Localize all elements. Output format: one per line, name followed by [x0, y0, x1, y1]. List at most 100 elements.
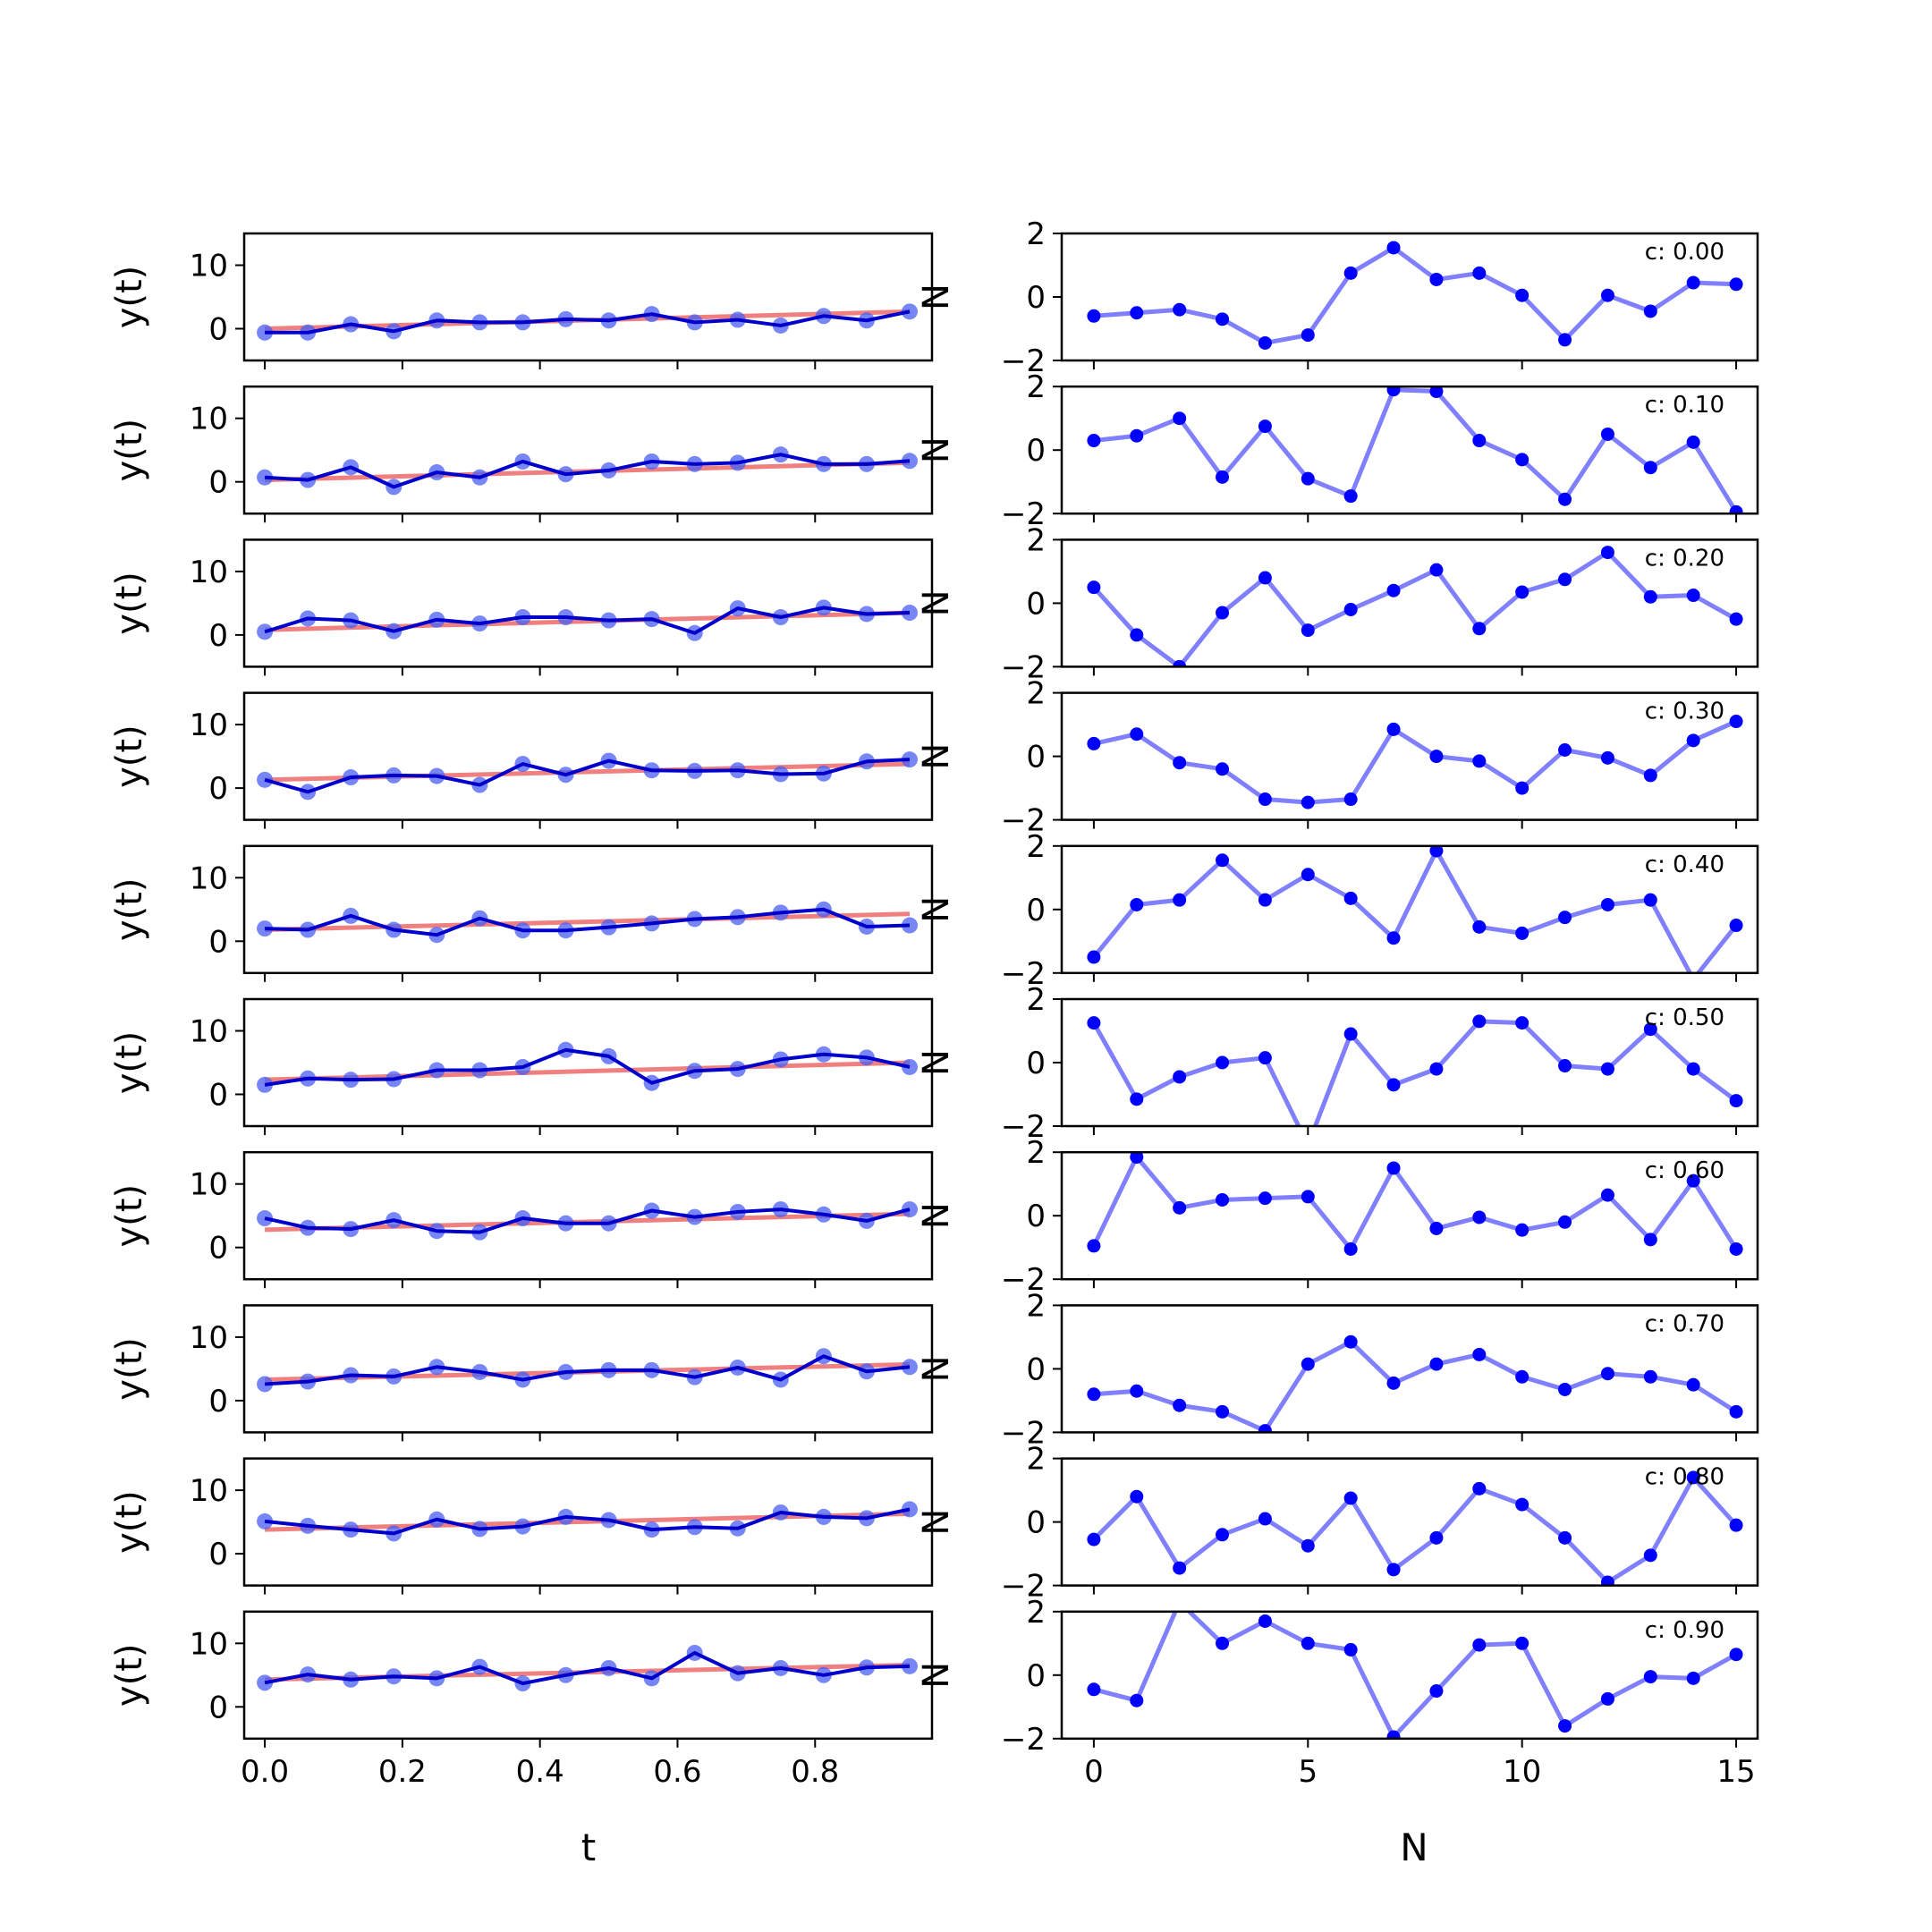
- residual-point: [1472, 1638, 1487, 1652]
- residual-point: [1386, 386, 1401, 397]
- residual-point: [1643, 589, 1657, 604]
- y-axis-label: y(t): [109, 1644, 150, 1707]
- residual-point: [1472, 919, 1487, 934]
- residual-point: [1258, 1512, 1272, 1526]
- residual-point: [1343, 603, 1358, 616]
- residual-point: [1515, 1223, 1530, 1237]
- residual-line: [1091, 848, 1739, 973]
- residual-point: [1343, 266, 1358, 280]
- right-subplot-9: 0 5 10 15 −2 0 2 c: 0.90 N: [916, 1595, 1759, 1790]
- y-tick-label: −2: [1001, 803, 1046, 839]
- y-tick-label: 0: [1026, 1199, 1046, 1234]
- y-tick-label: 2: [1026, 1135, 1046, 1171]
- y-tick-label: −2: [1001, 1415, 1046, 1451]
- x-tick-label: 10: [1503, 1754, 1541, 1790]
- residual-point: [1343, 1642, 1358, 1657]
- residual-point: [1686, 1377, 1700, 1392]
- residual-point: [1729, 1648, 1743, 1662]
- y-tick-label: 2: [1026, 829, 1046, 865]
- residual-point: [1173, 659, 1187, 667]
- residual-point: [1643, 1369, 1657, 1384]
- residual-point: [1173, 1398, 1187, 1412]
- y-axis-label: y(t): [109, 1184, 150, 1248]
- residual-point: [1515, 288, 1530, 302]
- left-axes-frame: [242, 1150, 934, 1281]
- y-axis-label: y(t): [109, 1490, 150, 1554]
- residual-point: [1472, 266, 1487, 280]
- y-tick-label: −2: [1001, 1262, 1046, 1298]
- residual-point: [1386, 1563, 1401, 1577]
- residual-point: [1130, 897, 1144, 911]
- y-axis-label: N: [916, 284, 957, 310]
- residual-point: [1087, 1387, 1101, 1402]
- residual-point: [1643, 1022, 1657, 1037]
- residual-point: [1301, 1357, 1315, 1371]
- right-axes-frame: [1060, 1304, 1759, 1434]
- residual-point: [1386, 722, 1401, 736]
- c-value-label: c: 0.60: [1645, 1157, 1724, 1184]
- y-tick-label: 0: [1026, 740, 1046, 775]
- y-tick-label: 0: [1026, 1046, 1046, 1081]
- data-line: [264, 606, 911, 635]
- residual-point: [1130, 428, 1144, 443]
- residual-point: [1643, 768, 1657, 783]
- right-subplot-4: −2 0 2 c: 0.40 N: [916, 829, 1759, 992]
- y-tick-label: 0: [1026, 893, 1046, 928]
- residual-point: [1600, 1062, 1614, 1076]
- residual-point: [1729, 1094, 1743, 1108]
- residual-point: [1173, 1070, 1187, 1084]
- residual-point: [1515, 1636, 1530, 1650]
- residual-point: [1301, 1190, 1315, 1204]
- residual-point: [1472, 1014, 1487, 1029]
- left-subplot-1: 0 10 y(t): [109, 385, 934, 523]
- left-xlabel: t: [581, 1826, 596, 1869]
- data-line: [264, 1208, 911, 1234]
- residual-line: [1092, 1475, 1738, 1585]
- residual-point: [1258, 1051, 1272, 1065]
- y-tick-label: 0: [208, 1384, 228, 1419]
- y-tick-label: −2: [1001, 1109, 1046, 1145]
- y-tick-label: 0: [208, 312, 228, 348]
- x-tick-label: 0.8: [791, 1754, 839, 1790]
- left-subplot-7: 0 10 y(t): [109, 1304, 934, 1442]
- data-point: [902, 751, 919, 768]
- right-subplot-8: −2 0 2 c: 0.80 N: [916, 1442, 1759, 1605]
- left-subplot-8: 0 10 y(t): [109, 1457, 934, 1595]
- y-tick-label: 0: [208, 1537, 228, 1572]
- right-series-6: [1087, 1152, 1743, 1256]
- left-axes-frame: [242, 691, 934, 821]
- residual-point: [1386, 241, 1401, 255]
- left-subplot-9: 0.0 0.2 0.4 0.6 0.8 0 10 y(t): [109, 1610, 934, 1790]
- y-tick-label: 10: [190, 1320, 228, 1356]
- left-axes-frame: [242, 844, 934, 975]
- data-point: [902, 1359, 919, 1376]
- residual-line: [1093, 1611, 1738, 1739]
- residual-point: [1558, 743, 1572, 757]
- right-subplot-7: −2 0 2 c: 0.70 N: [916, 1288, 1759, 1451]
- residual-point: [1216, 1055, 1230, 1070]
- subplot-grid: 0 10 y(t) 0 10 y(t) 0 10 y(t) 0 10 y(t) 0 10 y(t) 0 10 y(…: [109, 216, 1759, 1790]
- data-line: [264, 758, 911, 794]
- left-subplot-5: 0 10 y(t): [109, 997, 934, 1135]
- y-axis-label: N: [916, 1202, 957, 1229]
- y-tick-label: −2: [1001, 649, 1046, 685]
- residual-point: [1643, 1548, 1657, 1563]
- y-tick-label: 10: [190, 708, 228, 743]
- c-value-label: c: 0.50: [1645, 1004, 1724, 1031]
- residual-point: [1429, 1530, 1444, 1545]
- data-point: [902, 1058, 919, 1075]
- left-subplot-4: 0 10 y(t): [109, 844, 934, 982]
- residual-point: [1216, 1404, 1230, 1419]
- left-axes-frame: [242, 232, 934, 362]
- residual-point: [1301, 328, 1315, 343]
- residual-point: [1643, 893, 1657, 907]
- data-line: [265, 309, 911, 335]
- residual-point: [1343, 891, 1358, 905]
- left-series-8: [257, 1501, 919, 1542]
- y-tick-label: 10: [190, 249, 228, 284]
- residual-point: [1216, 606, 1230, 620]
- right-xlabel: N: [1400, 1826, 1428, 1869]
- y-axis-label: N: [916, 1662, 957, 1689]
- residual-point: [1643, 1670, 1657, 1684]
- c-value-label: c: 0.20: [1645, 545, 1724, 572]
